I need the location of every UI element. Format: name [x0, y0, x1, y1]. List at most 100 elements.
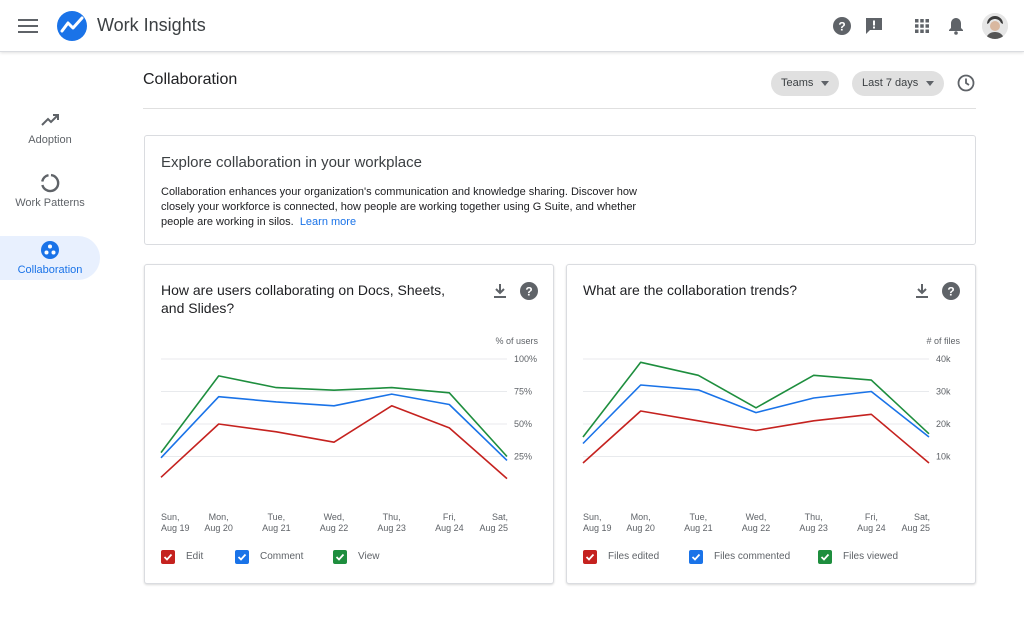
side-navigation: Adoption Work Patterns Collaboration — [0, 52, 108, 640]
x-tick-label: Aug 23 — [377, 523, 406, 533]
series-line-files-viewed — [582, 361, 930, 438]
series-line-files-edited — [582, 410, 930, 464]
checkbox-checked-icon — [583, 550, 597, 564]
x-tick-label: Aug 19 — [161, 523, 190, 533]
sidebar-item-adoption[interactable]: Adoption — [0, 110, 100, 156]
page-title: Collaboration — [143, 71, 238, 88]
docs-collaboration-chart-card: % of users 100% 75% 50% 25% Sun, Aug 19 Mon, Aug… — [144, 264, 554, 584]
header-divider — [143, 108, 976, 109]
y-tick-label: 10k — [936, 452, 951, 462]
apps-grid-icon[interactable] — [912, 16, 932, 36]
series-line-comment — [160, 393, 508, 461]
x-tick-label: Sun, — [583, 512, 602, 522]
explore-heading: Explore collaboration in your workplace — [161, 154, 422, 171]
app-title: Work Insights — [97, 15, 206, 35]
checkbox-checked-icon — [235, 550, 249, 564]
x-tick-label: Aug 20 — [204, 523, 233, 533]
history-clock-icon[interactable] — [956, 73, 976, 93]
checkbox-checked-icon — [689, 550, 703, 564]
x-tick-label: Sun, — [161, 512, 180, 522]
menu-icon[interactable] — [18, 16, 38, 36]
chart-title: How are users collaborating on Docs, She… — [161, 282, 446, 316]
user-avatar[interactable] — [982, 13, 1008, 39]
sidebar-item-work-patterns[interactable]: Work Patterns — [0, 173, 100, 219]
x-tick-label: Aug 22 — [742, 523, 771, 533]
y-tick-label: 25% — [514, 452, 532, 462]
sidebar-item-label: Collaboration — [17, 264, 83, 276]
x-tick-label: Sat, — [492, 512, 508, 522]
x-tick-label: Aug 24 — [435, 523, 464, 533]
svg-text:?: ? — [525, 285, 532, 299]
y-axis-label: % of users — [495, 336, 538, 346]
dropdown-caret-icon — [821, 81, 830, 86]
download-icon[interactable] — [490, 281, 510, 301]
legend-label: Comment — [260, 551, 304, 562]
x-tick-label: Mon, — [209, 512, 229, 522]
x-tick-label: Thu, — [383, 512, 401, 522]
work-insights-logo — [57, 11, 87, 41]
x-tick-label: Aug 24 — [857, 523, 886, 533]
trending-up-icon — [41, 114, 59, 126]
legend-label: Edit — [186, 551, 204, 562]
x-tick-label: Fri, — [865, 512, 878, 522]
x-tick-label: Thu, — [805, 512, 823, 522]
x-tick-label: Aug 21 — [684, 523, 713, 533]
help-icon[interactable]: ? — [832, 16, 852, 36]
y-tick-label: 100% — [514, 354, 537, 364]
x-tick-label: Fri, — [443, 512, 456, 522]
donut-icon — [41, 173, 60, 193]
notifications-bell-icon[interactable] — [946, 16, 966, 36]
x-tick-label: Aug 25 — [901, 523, 930, 533]
y-axis-label: # of files — [926, 336, 960, 346]
series-line-view — [160, 375, 508, 458]
legend-label: View — [358, 551, 380, 562]
group-filter-label: Teams — [781, 77, 814, 89]
y-tick-label: 40k — [936, 354, 951, 364]
y-tick-label: 30k — [936, 387, 951, 397]
explore-description: Collaboration enhances your organization… — [161, 185, 661, 230]
x-tick-label: Wed, — [324, 512, 345, 522]
collaboration-trends-chart-card: # of files 40k 30k 20k 10k Sun, Aug 19 Mon, Aug … — [566, 264, 976, 584]
x-tick-label: Aug 22 — [320, 523, 349, 533]
x-tick-label: Aug 20 — [626, 523, 655, 533]
date-range-dropdown[interactable]: Last 7 days — [852, 71, 945, 96]
legend-label: Files commented — [714, 551, 791, 562]
dropdown-caret-icon — [926, 81, 935, 86]
svg-text:?: ? — [947, 285, 954, 299]
chart-title: What are the collaboration trends? — [583, 282, 798, 298]
x-tick-label: Aug 25 — [479, 523, 508, 533]
x-tick-label: Mon, — [631, 512, 651, 522]
checkbox-checked-icon — [818, 550, 832, 564]
top-app-bar: Work Insights ? — [0, 0, 1024, 52]
collaboration-icon — [41, 241, 59, 259]
feedback-icon[interactable] — [864, 16, 884, 36]
x-tick-label: Tue, — [689, 512, 707, 522]
svg-text:?: ? — [838, 20, 845, 34]
series-line-files-commented — [582, 384, 930, 445]
y-tick-label: 50% — [514, 419, 532, 429]
x-tick-label: Aug 21 — [262, 523, 291, 533]
learn-more-link[interactable]: Learn more — [299, 216, 357, 228]
group-filter-dropdown[interactable]: Teams — [771, 71, 840, 96]
help-icon[interactable]: ? — [941, 281, 961, 301]
series-line-edit — [160, 405, 508, 480]
sidebar-item-collaboration[interactable]: Collaboration — [0, 236, 100, 280]
y-tick-label: 75% — [514, 387, 532, 397]
sidebar-item-label: Adoption — [28, 134, 72, 146]
y-tick-label: 20k — [936, 419, 951, 429]
explore-body: Collaboration enhances your organization… — [161, 186, 637, 228]
date-range-label: Last 7 days — [862, 77, 919, 89]
download-icon[interactable] — [912, 281, 932, 301]
x-tick-label: Wed, — [746, 512, 767, 522]
checkbox-checked-icon — [161, 550, 175, 564]
x-tick-label: Tue, — [267, 512, 285, 522]
legend-label: Files viewed — [843, 551, 899, 562]
x-tick-label: Aug 23 — [799, 523, 828, 533]
help-icon[interactable]: ? — [519, 281, 539, 301]
legend-label: Files edited — [608, 551, 660, 562]
sidebar-item-label: Work Patterns — [15, 197, 85, 209]
x-tick-label: Aug 19 — [583, 523, 612, 533]
checkbox-checked-icon — [333, 550, 347, 564]
